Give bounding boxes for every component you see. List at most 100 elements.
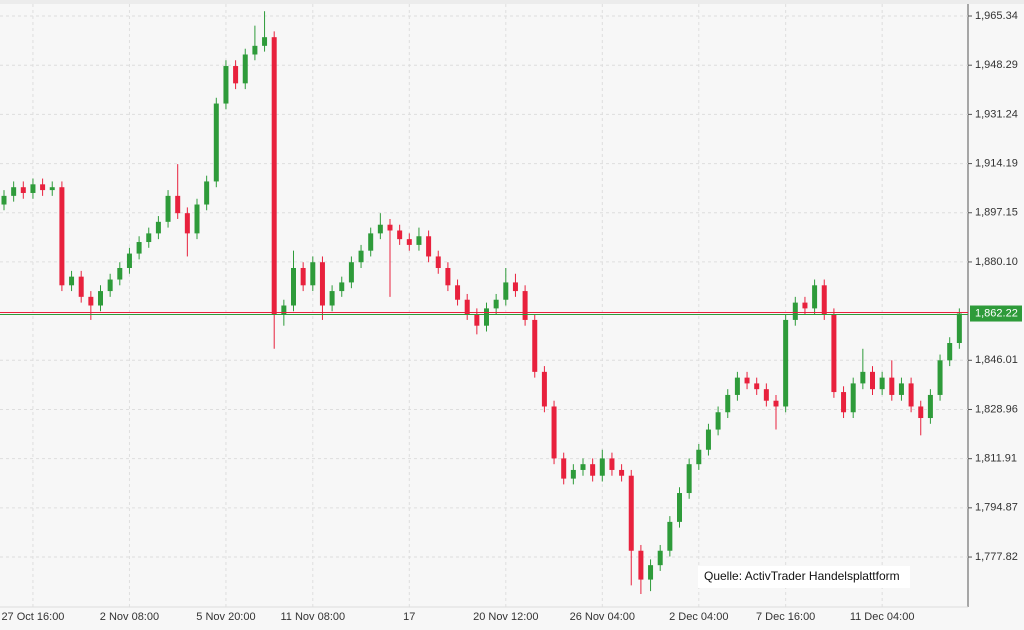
candle-body <box>213 103 219 182</box>
x-tick-label: 2 Dec 04:00 <box>669 611 728 623</box>
candle-body <box>98 291 103 306</box>
candle-body <box>551 406 557 459</box>
candle-body <box>879 377 885 390</box>
source-box <box>698 566 910 588</box>
candle-body <box>194 204 200 234</box>
candle-body <box>117 267 123 280</box>
candle-body <box>763 389 769 401</box>
candle-body <box>898 383 904 395</box>
y-tick-label: 1,914.19 <box>975 157 1018 169</box>
candle-body <box>648 565 654 580</box>
candle-body <box>657 550 663 566</box>
x-tick-label: 11 Nov 08:00 <box>280 611 345 623</box>
x-tick-label: 5 Nov 20:00 <box>196 611 255 623</box>
candle-body <box>889 377 895 395</box>
candle-body <box>705 429 711 450</box>
x-tick-label: 20 Nov 12:00 <box>473 611 538 623</box>
candle-body <box>107 279 113 292</box>
candle-body <box>783 319 789 407</box>
candle-body <box>426 236 432 257</box>
candle-body <box>493 299 499 309</box>
x-tick-label: 11 Dec 04:00 <box>850 611 915 623</box>
candle-body <box>580 464 586 470</box>
candle-body <box>609 458 615 470</box>
last-price-label: 1,862.22 <box>975 307 1018 319</box>
candle-body <box>734 377 740 395</box>
candle-body <box>474 314 480 326</box>
candle-body <box>541 371 547 407</box>
candle-body <box>339 282 345 292</box>
candle-body <box>146 233 152 243</box>
candle-body <box>445 267 451 286</box>
candle-body <box>165 195 171 222</box>
candle-body <box>512 282 518 292</box>
x-tick-label: 26 Nov 04:00 <box>570 611 635 623</box>
candle-body <box>319 262 325 306</box>
candle-body <box>937 360 943 395</box>
y-tick-label: 1,846.01 <box>975 354 1018 366</box>
candle-body <box>503 282 509 300</box>
candle-body <box>416 236 422 245</box>
candle-body <box>271 37 277 315</box>
candle-body <box>484 308 489 326</box>
candle-body <box>20 187 26 193</box>
candle-body <box>1 195 7 205</box>
candle-body <box>773 400 779 407</box>
candle-body <box>686 464 692 494</box>
candle-body <box>532 319 538 372</box>
candle-body <box>136 242 142 254</box>
candle-body <box>455 285 461 300</box>
candle-body <box>242 54 248 84</box>
y-tick-label: 1,777.82 <box>975 551 1018 563</box>
candle-body <box>870 371 875 390</box>
y-tick-label: 1,931.24 <box>975 108 1018 120</box>
candle-body <box>821 285 827 315</box>
candle-body <box>570 469 576 479</box>
candle-body <box>387 224 393 231</box>
candle-body <box>397 230 403 240</box>
candle-body <box>88 296 94 306</box>
candle-body <box>947 343 953 361</box>
candle-body <box>918 406 924 419</box>
candle-body <box>368 233 374 251</box>
candle-body <box>908 383 914 407</box>
candle-body <box>59 187 65 286</box>
candle-body <box>78 276 84 297</box>
top-bar <box>0 0 1024 4</box>
candle-body <box>860 371 866 384</box>
candle-body <box>377 224 383 234</box>
candle-body <box>300 267 306 286</box>
y-tick-label: 1,811.91 <box>975 453 1017 465</box>
candle-body <box>126 253 132 268</box>
candle-body <box>252 45 258 55</box>
candle-body <box>358 250 364 263</box>
candle-body <box>792 302 798 320</box>
y-tick-label: 1,880.10 <box>975 256 1018 268</box>
candle-body <box>599 458 605 476</box>
candle-body <box>850 383 856 413</box>
x-tick-label: 27 Oct 16:00 <box>1 611 64 623</box>
candle-body <box>464 299 470 315</box>
candle-body <box>155 221 161 234</box>
candle-body <box>812 285 818 309</box>
y-tick-label: 1,948.29 <box>975 59 1018 71</box>
candle-body <box>725 394 731 413</box>
y-tick-label: 1,794.87 <box>975 502 1018 514</box>
candle-body <box>348 262 354 283</box>
candle-body <box>30 184 36 193</box>
candle-body <box>223 66 229 104</box>
candle-body <box>956 313 962 344</box>
candle-body <box>11 187 17 196</box>
y-tick-label: 1,828.96 <box>975 403 1018 415</box>
x-tick-label: 17 <box>403 611 415 623</box>
last-price-box <box>970 305 1022 322</box>
candle-body <box>927 394 933 419</box>
candle-body <box>638 550 644 580</box>
candle-body <box>40 184 46 191</box>
candle-body <box>262 37 268 46</box>
y-tick-label: 1,965.34 <box>975 10 1018 22</box>
candle-body <box>49 187 55 191</box>
candle-body <box>69 276 75 286</box>
candle-body <box>233 66 239 84</box>
